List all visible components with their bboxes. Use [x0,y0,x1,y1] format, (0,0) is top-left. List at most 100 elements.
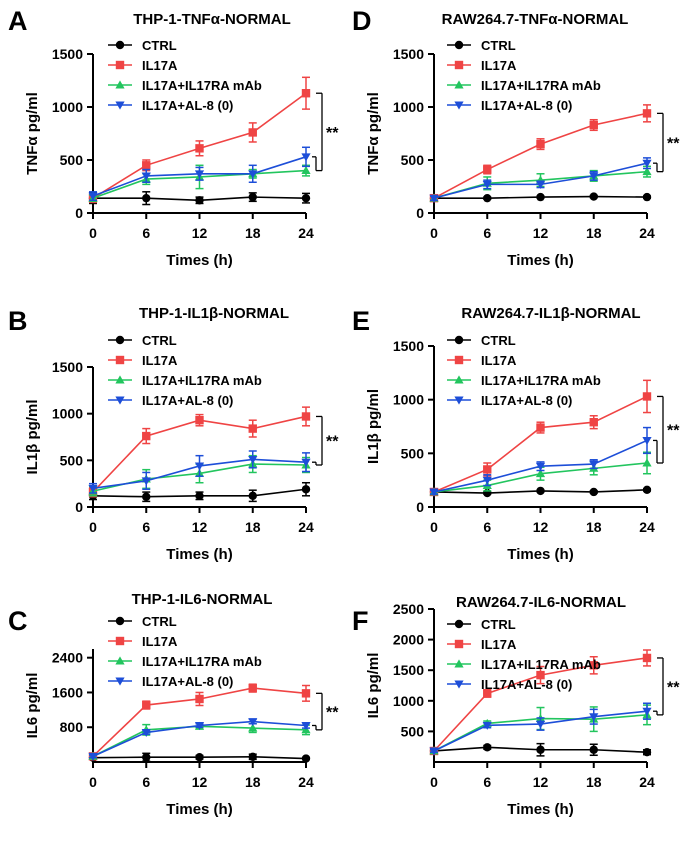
legend-marker [115,677,125,686]
legend-label: IL17A [142,353,178,368]
y-axis-label: IL6 pg/ml [24,673,41,739]
x-tick-label: 12 [533,774,549,790]
legend-label: IL17A [142,634,178,649]
data-point [642,653,652,663]
x-tick-label: 18 [586,225,602,241]
series-3 [88,718,311,761]
legend: CTRL IL17A IL17A+IL17RA mAb IL17A+AL-8 (0) [447,38,601,113]
data-point [429,488,439,497]
series-3 [88,146,311,202]
chart-panel-b: B THP-1-IL1β-NORMAL 0 6 12 18 24 0 500 1000 1500 Ti… [8,305,339,563]
legend-label: IL17A [481,58,517,73]
y-tick-label: 1500 [393,662,424,678]
chart-title: RAW264.7-TNFα-NORMAL [442,11,629,28]
chart-panel-f: F RAW264.7-IL6-NORMAL 0 6 12 18 24 500 1000 1500 2… [352,594,680,818]
y-tick-label: 0 [416,205,424,221]
legend: CTRL IL17A IL17A+IL17RA mAb IL17A+AL-8 (0) [447,333,601,408]
data-point [429,194,439,203]
data-point [195,491,204,500]
data-point [589,487,598,497]
y-tick-label: 1500 [393,338,424,354]
legend: CTRL IL17A IL17A+IL17RA mAb IL17A+AL-8 (0) [108,333,262,408]
data-point [589,418,598,427]
legend-marker [115,636,125,646]
data-point [301,754,311,763]
y-tick-label: 1600 [52,684,83,700]
series-0 [88,481,311,503]
legend-label: CTRL [142,38,177,53]
legend-label: IL17A+AL-8 (0) [142,393,233,408]
data-point [195,753,204,762]
series-2 [429,451,652,496]
data-point [642,707,652,716]
series-0 [429,742,652,757]
data-point [142,431,151,441]
significance-bracket: ** [653,657,680,716]
data-point [194,462,205,471]
legend-marker [454,619,464,629]
data-point [301,89,311,98]
chart-title: RAW264.7-IL6-NORMAL [456,594,626,611]
significance-bracket: ** [312,692,339,731]
chart-title: THP-1-TNFα-NORMAL [133,11,291,28]
data-point [642,748,652,757]
legend-marker [115,396,125,405]
legend-marker [454,60,464,70]
x-tick-label: 12 [533,225,549,241]
y-tick-label: 1500 [393,46,424,62]
significance-label: ** [667,136,680,153]
legend-marker [115,375,125,384]
legend-label: IL17A+AL-8 (0) [481,677,572,692]
y-tick-label: 1000 [52,406,83,422]
data-point [536,139,545,149]
legend-label: IL17A+IL17RA mAb [481,78,601,93]
data-point [535,180,546,189]
data-point [248,491,257,500]
legend-label: IL17A+IL17RA mAb [142,654,262,669]
data-point [482,721,492,730]
data-point [248,683,257,693]
chart-panel-e: E RAW264.7-IL1β-NORMAL 0 6 12 18 24 0 500 1000 150… [352,305,680,563]
x-axis-label: Times (h) [166,801,232,818]
significance-bracket: ** [312,415,339,466]
legend-marker [454,80,464,89]
legend: CTRL IL17A IL17A+IL17RA mAb IL17A+AL-8 (0) [108,38,262,113]
legend-marker [115,60,125,70]
data-point [483,689,492,698]
data-point [248,718,258,727]
x-tick-label: 24 [298,774,314,790]
significance-label: ** [667,679,680,696]
data-point [535,720,546,729]
x-tick-label: 0 [430,225,438,241]
significance-label: ** [667,423,680,440]
data-point [142,492,151,501]
legend-marker [454,355,464,365]
x-tick-label: 6 [483,225,491,241]
legend-label: IL17A [142,58,178,73]
chart-panel-a: A THP-1-TNFα-NORMAL 0 6 12 18 24 0 500 1000 1500 Ti… [8,6,339,269]
data-point [194,170,205,179]
data-point [642,392,652,401]
data-point [536,670,545,680]
y-tick-label: 500 [60,152,84,168]
data-point [301,485,311,494]
x-tick-label: 18 [245,774,261,790]
x-axis-label: Times (h) [507,546,573,563]
data-point [248,723,258,732]
legend-label: IL17A+IL17RA mAb [142,373,262,388]
data-point [482,180,492,189]
data-point [248,424,257,433]
y-tick-label: 800 [60,719,84,735]
chart-title: THP-1-IL1β-NORMAL [139,305,289,322]
legend-label: CTRL [481,333,516,348]
panel-label: F [352,606,369,636]
data-point [536,423,545,432]
y-tick-label: 500 [60,452,84,468]
data-point [642,109,652,118]
chart-panel-d: D RAW264.7-TNFα-NORMAL 0 6 12 18 24 0 500 1000 150… [352,6,680,269]
legend-marker [454,396,464,405]
series-0 [88,191,311,206]
legend-marker [115,40,125,50]
legend: CTRL IL17A IL17A+IL17RA mAb IL17A+AL-8 (0) [447,617,601,692]
y-axis-label: IL1β pg/ml [24,400,41,475]
